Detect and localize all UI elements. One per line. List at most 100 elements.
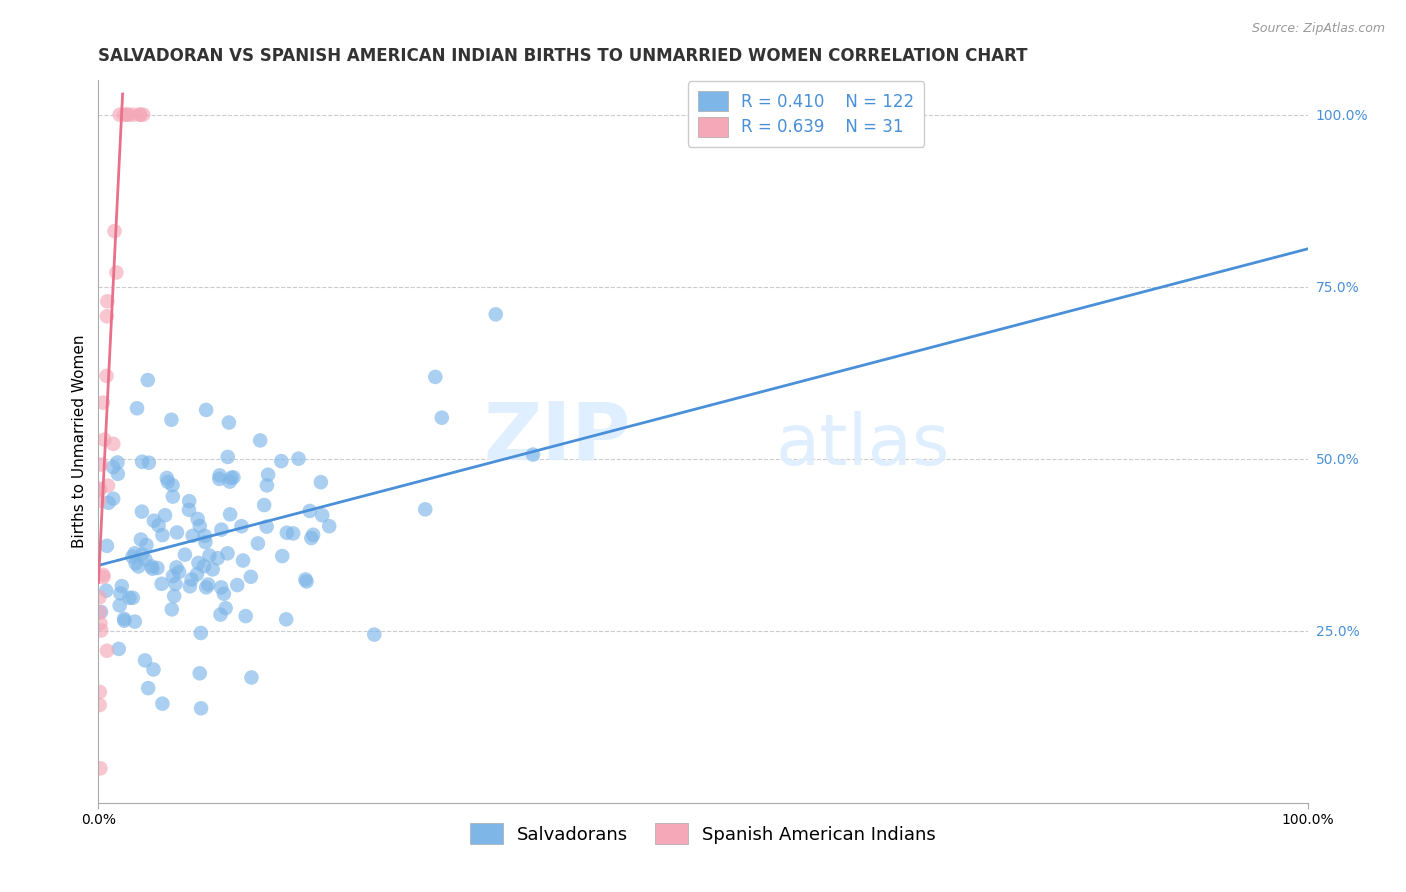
Point — [89, 761, 111, 775]
Point — [218, 416, 240, 430]
Point — [121, 591, 143, 605]
Point — [208, 468, 231, 483]
Point — [160, 413, 183, 427]
Point — [127, 559, 149, 574]
Point — [148, 518, 170, 533]
Text: atlas: atlas — [776, 410, 950, 480]
Point — [165, 577, 187, 591]
Point — [141, 559, 163, 574]
Point — [108, 108, 131, 122]
Point — [107, 455, 129, 469]
Point — [135, 538, 157, 552]
Point — [90, 624, 112, 638]
Point — [136, 373, 159, 387]
Point — [101, 460, 124, 475]
Point — [89, 483, 111, 498]
Point — [89, 605, 111, 619]
Point — [103, 491, 125, 506]
Point — [162, 490, 184, 504]
Point — [162, 569, 184, 583]
Point — [115, 108, 138, 122]
Point — [107, 641, 129, 656]
Text: Source: ZipAtlas.com: Source: ZipAtlas.com — [1251, 22, 1385, 36]
Point — [207, 551, 229, 566]
Point — [209, 607, 232, 622]
Text: ZIP: ZIP — [484, 399, 630, 477]
Point — [209, 523, 232, 537]
Point — [112, 108, 135, 122]
Point — [485, 307, 508, 321]
Point — [270, 454, 292, 468]
Point — [91, 395, 114, 409]
Point — [156, 471, 179, 485]
Point — [138, 456, 160, 470]
Point — [96, 644, 118, 658]
Point — [156, 475, 179, 489]
Point — [125, 401, 148, 416]
Point — [522, 448, 544, 462]
Point — [118, 591, 141, 605]
Point — [150, 697, 173, 711]
Point — [281, 526, 304, 541]
Point — [97, 478, 120, 492]
Point — [105, 266, 128, 280]
Point — [108, 599, 131, 613]
Point — [124, 546, 146, 560]
Point — [146, 561, 169, 575]
Point — [430, 410, 453, 425]
Point — [179, 494, 201, 508]
Point — [93, 570, 115, 584]
Point — [152, 528, 174, 542]
Point — [299, 531, 322, 545]
Point — [134, 653, 156, 667]
Point — [231, 519, 253, 533]
Point — [195, 580, 218, 594]
Point — [162, 478, 184, 492]
Point — [190, 701, 212, 715]
Point — [96, 310, 118, 324]
Point — [96, 583, 118, 598]
Point — [167, 565, 190, 579]
Point — [103, 437, 125, 451]
Point — [195, 403, 218, 417]
Point — [226, 578, 249, 592]
Point — [89, 616, 111, 631]
Point — [131, 547, 153, 561]
Point — [239, 570, 262, 584]
Point — [187, 512, 209, 526]
Point — [166, 525, 188, 540]
Point — [198, 549, 221, 563]
Point — [235, 609, 257, 624]
Point — [124, 615, 146, 629]
Point — [163, 589, 186, 603]
Point — [256, 478, 278, 492]
Point — [295, 574, 318, 589]
Point — [129, 108, 152, 122]
Point — [165, 560, 187, 574]
Point — [271, 549, 294, 563]
Point — [177, 503, 200, 517]
Point — [276, 612, 298, 626]
Point — [309, 475, 332, 490]
Point — [217, 546, 239, 560]
Point — [188, 519, 211, 533]
Point — [141, 562, 163, 576]
Point — [131, 505, 153, 519]
Point — [190, 626, 212, 640]
Point — [188, 666, 211, 681]
Point — [96, 539, 118, 553]
Point — [142, 663, 165, 677]
Point — [160, 602, 183, 616]
Point — [240, 671, 263, 685]
Point — [249, 434, 271, 448]
Point — [121, 108, 143, 122]
Point — [89, 493, 111, 508]
Point — [111, 579, 134, 593]
Point — [103, 224, 125, 238]
Point — [232, 553, 254, 567]
Point — [298, 504, 321, 518]
Point — [97, 496, 120, 510]
Point — [93, 433, 115, 447]
Point — [219, 508, 242, 522]
Point — [212, 587, 235, 601]
